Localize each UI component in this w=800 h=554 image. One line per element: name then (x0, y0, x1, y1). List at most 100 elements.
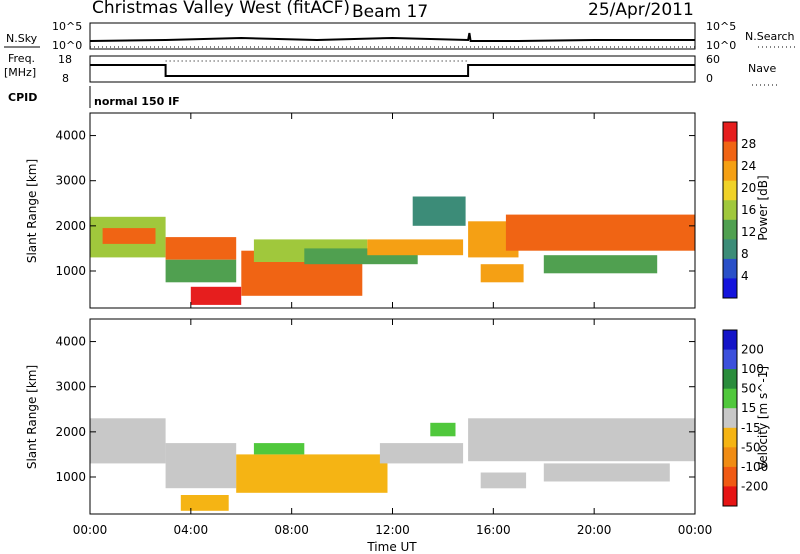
velocity-colorbar-tick-2: 50 (741, 382, 756, 396)
power-colorbar-tick-0: 28 (741, 137, 756, 151)
noise-tick-low-left: 10^0 (52, 39, 82, 52)
echo-band-2 (165, 237, 237, 260)
nave-tick-high: 60 (706, 53, 720, 66)
power-panel-frame (89, 112, 696, 309)
time-axis-ticks: 00:00 04:00 08:00 12:00 16:00 20:00 00:00 (73, 523, 713, 537)
velocity-colorbar-tick-6: -100 (741, 460, 768, 474)
time-tick-label-2: 08:00 (274, 523, 309, 537)
cpid-label: CPID (8, 91, 37, 104)
echo-band-8 (480, 472, 527, 489)
velocity-colorbar-swatch-0 (723, 330, 737, 351)
station-title: Christmas Valley West (fitACF) (92, 0, 350, 18)
echo-band-4 (253, 443, 305, 455)
nsky-label: N.Sky (6, 32, 38, 45)
velocity-colorbar-label: Velocity [m s^-1] (756, 366, 770, 470)
power-colorbar: 28 24 20 16 12 8 4 (722, 121, 756, 299)
power-colorbar-swatch-8 (723, 278, 737, 299)
velocity-colorbar-swatch-4 (723, 408, 737, 429)
echo-band-5 (379, 443, 464, 464)
freq-panel-frame (89, 55, 696, 83)
power-colorbar-tick-1: 24 (741, 159, 756, 173)
y-tick-label-0: 1000 (55, 470, 86, 484)
power-colorbar-swatch-3 (723, 180, 737, 201)
echo-band-6 (430, 422, 456, 437)
power-ylabel: Slant Range [km] (25, 159, 39, 263)
power-colorbar-frame (722, 121, 738, 299)
velocity-colorbar-tick-1: 100 (741, 362, 764, 376)
echo-band-9 (412, 196, 466, 226)
velocity-colorbar-frame (722, 329, 738, 507)
time-tick-label-4: 16:00 (476, 523, 511, 537)
y-tick-label-3: 4000 (55, 335, 86, 349)
nsearch-label: N.Search (745, 30, 795, 43)
velocity-colorbar-swatch-7 (723, 466, 737, 487)
time-tick-label-1: 04:00 (174, 523, 209, 537)
noise-tick-high-left: 10^5 (52, 20, 82, 33)
echo-band-11 (480, 264, 524, 283)
power-colorbar-tick-6: 4 (741, 269, 749, 283)
velocity-heatmap-panel: 1000 2000 3000 4000 Slant Range [km] (25, 318, 696, 515)
y-tick-label-1: 2000 (55, 425, 86, 439)
velocity-colorbar-swatch-1 (723, 349, 737, 370)
velocity-colorbar-tick-4: -15 (741, 421, 761, 435)
power-colorbar-swatch-2 (723, 161, 737, 182)
y-tick-label-3: 4000 (55, 129, 86, 143)
echo-band-1 (165, 443, 237, 489)
power-colorbar-swatch-4 (723, 200, 737, 221)
noise-panel: N.Sky 10^5 10^0 10^5 10^0 N.Search (4, 20, 796, 52)
power-axes: 1000 2000 3000 4000 (55, 113, 696, 308)
echo-band-2 (180, 495, 229, 511)
echo-band-7 (468, 418, 695, 462)
velocity-heatmap-cells (90, 418, 695, 511)
velocity-colorbar-swatch-6 (723, 447, 737, 468)
power-heatmap-panel: 1000 2000 3000 4000 Slant Range [km] (25, 112, 696, 309)
y-tick-label-1: 2000 (55, 219, 86, 233)
time-tick-label-5: 20:00 (577, 523, 612, 537)
echo-band-3 (236, 454, 388, 493)
time-axis-label: Time UT (366, 540, 417, 554)
freq-label-line2: [MHz] (4, 66, 36, 79)
power-colorbar-swatch-7 (723, 258, 737, 279)
freq-tick-low: 8 (62, 72, 69, 85)
power-heatmap-cells (90, 196, 695, 305)
velocity-colorbar-swatch-3 (723, 388, 737, 409)
noise-tick-high-right: 10^5 (706, 20, 736, 33)
velocity-panel-frame (89, 318, 696, 515)
time-tick-label-0: 00:00 (73, 523, 108, 537)
nave-label: Nave (748, 62, 776, 75)
echo-band-4 (190, 286, 242, 305)
power-colorbar-swatch-5 (723, 219, 737, 240)
power-colorbar-swatch-1 (723, 141, 737, 162)
noise-sky-line (89, 32, 695, 42)
velocity-colorbar-tick-7: -200 (741, 479, 768, 493)
velocity-axes: 1000 2000 3000 4000 (55, 319, 696, 514)
velocity-ylabel: Slant Range [km] (25, 365, 39, 469)
echo-band-1 (102, 228, 156, 244)
velocity-colorbar-tick-5: -50 (741, 440, 761, 454)
velocity-colorbar-swatch-2 (723, 369, 737, 390)
echo-band-8 (367, 239, 464, 256)
power-colorbar-label: Power [dB] (756, 175, 770, 240)
power-colorbar-tick-3: 16 (741, 203, 756, 217)
power-colorbar-tick-4: 12 (741, 225, 756, 239)
power-colorbar-tick-2: 20 (741, 181, 756, 195)
nave-tick-low: 0 (706, 72, 713, 85)
freq-tick-high: 18 (58, 53, 72, 66)
power-colorbar-swatch-6 (723, 239, 737, 260)
power-colorbar-swatch-0 (723, 122, 737, 143)
echo-band-0 (90, 418, 166, 464)
y-tick-label-2: 3000 (55, 174, 86, 188)
power-colorbar-tick-5: 8 (741, 247, 749, 261)
velocity-colorbar-tick-0: 200 (741, 343, 764, 357)
freq-panel: Freq. [MHz] 18 8 60 0 Nave (4, 52, 780, 86)
velocity-colorbar-swatch-5 (723, 427, 737, 448)
echo-band-9 (543, 463, 670, 482)
time-tick-label-6: 00:00 (678, 523, 713, 537)
cpid-value: normal 150 IF (94, 95, 180, 108)
date-label: 25/Apr/2011 (588, 0, 694, 20)
beam-label: Beam 17 (352, 2, 428, 22)
velocity-colorbar-swatch-8 (723, 486, 737, 507)
echo-band-13 (543, 255, 658, 274)
y-tick-label-2: 3000 (55, 380, 86, 394)
